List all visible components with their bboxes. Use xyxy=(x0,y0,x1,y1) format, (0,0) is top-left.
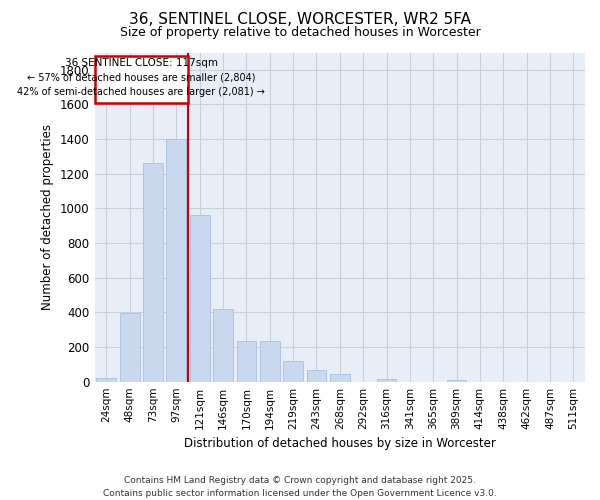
Text: 36 SENTINEL CLOSE: 117sqm: 36 SENTINEL CLOSE: 117sqm xyxy=(65,58,218,68)
Y-axis label: Number of detached properties: Number of detached properties xyxy=(41,124,55,310)
Text: Contains HM Land Registry data © Crown copyright and database right 2025.
Contai: Contains HM Land Registry data © Crown c… xyxy=(103,476,497,498)
Bar xyxy=(283,361,303,382)
Bar xyxy=(236,341,256,382)
Bar xyxy=(260,341,280,382)
Bar xyxy=(307,370,326,382)
Bar xyxy=(166,139,187,382)
Bar xyxy=(330,374,350,382)
Text: 36, SENTINEL CLOSE, WORCESTER, WR2 5FA: 36, SENTINEL CLOSE, WORCESTER, WR2 5FA xyxy=(129,12,471,28)
Bar xyxy=(120,313,140,382)
Bar xyxy=(446,380,466,382)
Text: Size of property relative to detached houses in Worcester: Size of property relative to detached ho… xyxy=(119,26,481,39)
Bar xyxy=(143,162,163,382)
Bar xyxy=(213,309,233,382)
X-axis label: Distribution of detached houses by size in Worcester: Distribution of detached houses by size … xyxy=(184,437,496,450)
FancyBboxPatch shape xyxy=(95,56,188,102)
Text: 42% of semi-detached houses are larger (2,081) →: 42% of semi-detached houses are larger (… xyxy=(17,87,265,97)
Text: ← 57% of detached houses are smaller (2,804): ← 57% of detached houses are smaller (2,… xyxy=(27,72,256,83)
Bar xyxy=(190,216,209,382)
Bar xyxy=(97,378,116,382)
Bar xyxy=(377,379,397,382)
